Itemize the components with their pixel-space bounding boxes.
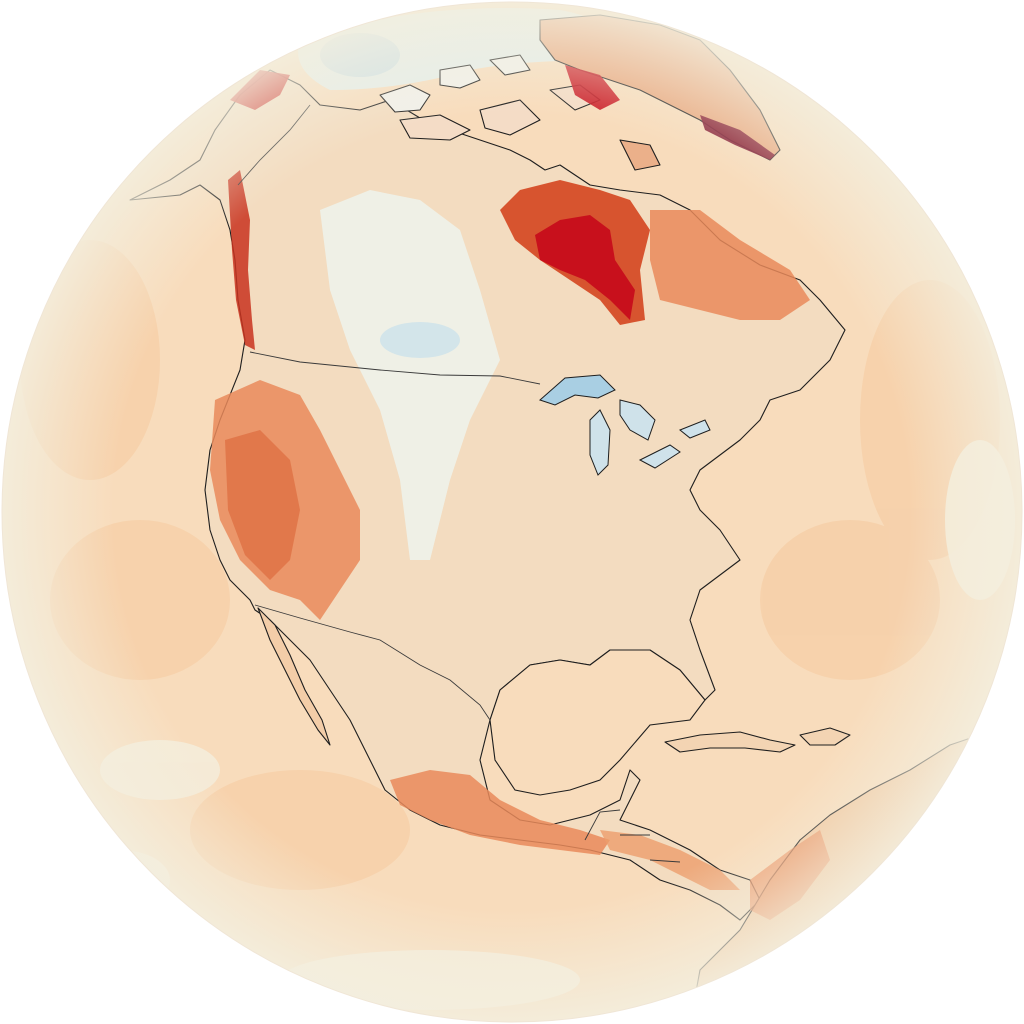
globe-rim — [2, 2, 1022, 1022]
globe-outline — [1, 1, 1023, 1023]
globe-map — [1, 1, 1023, 1023]
